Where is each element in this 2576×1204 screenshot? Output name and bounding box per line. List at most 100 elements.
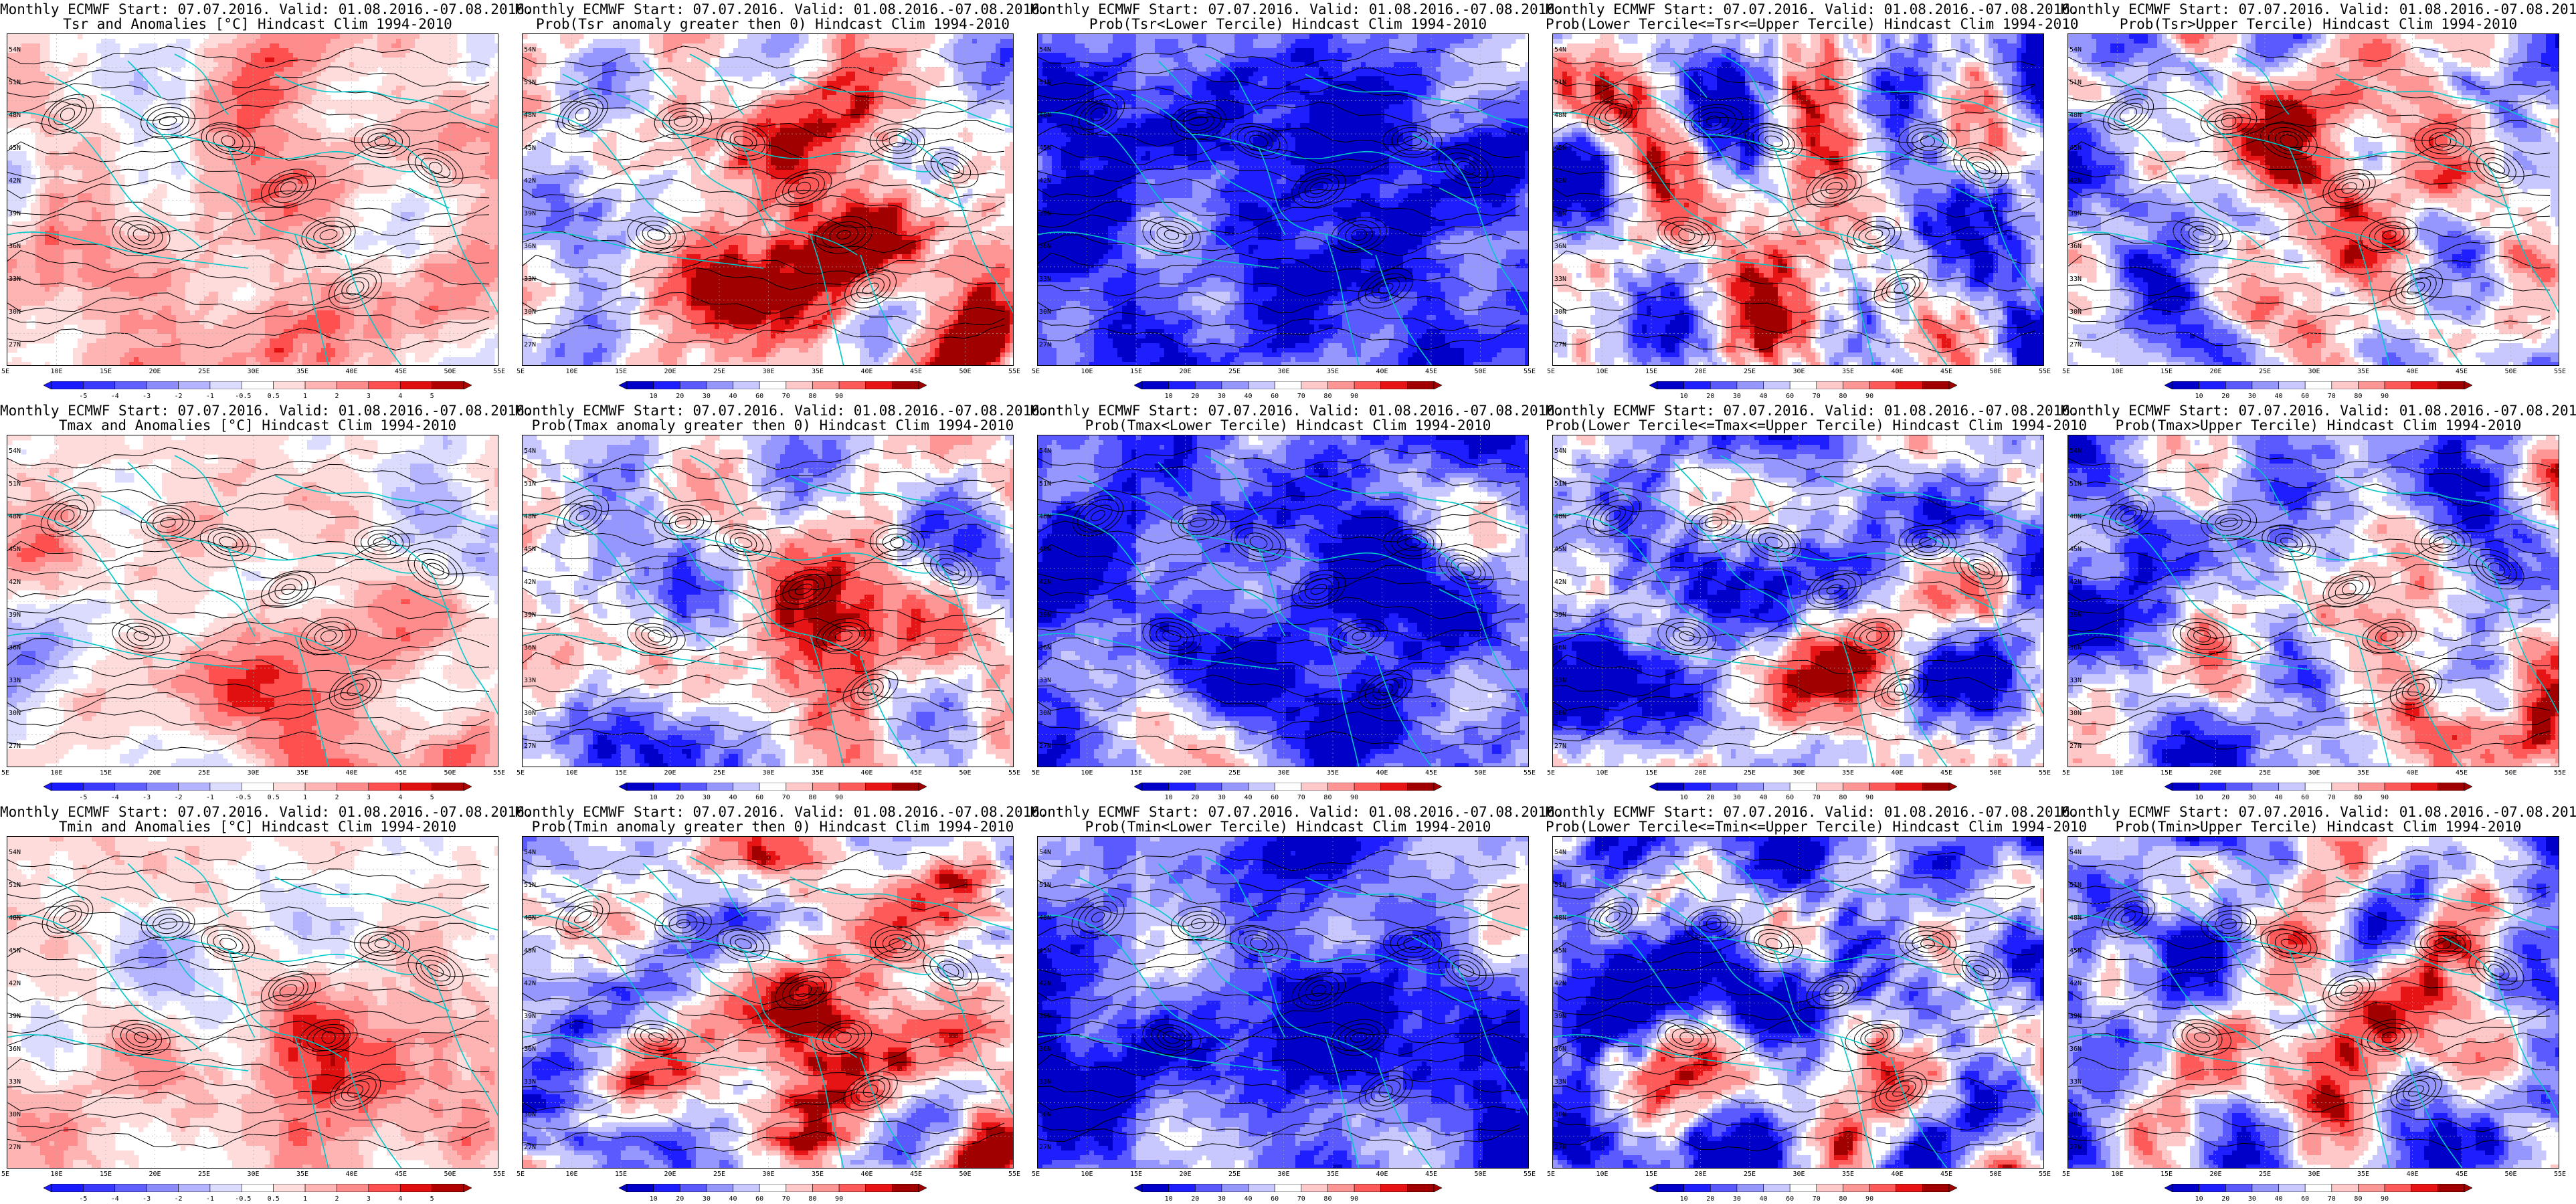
longitude-label: 30E: [2308, 1171, 2320, 1178]
longitude-label: 30E: [248, 368, 260, 375]
colorbar-tick-label: 10: [1677, 1195, 1691, 1203]
latitude-label: 42N: [1554, 177, 1569, 185]
latitude-label: 33N: [1039, 276, 1054, 283]
latitude-label: 45N: [2069, 947, 2084, 955]
colorbar-tick-label: -1: [203, 794, 217, 801]
longitude-label: 40E: [1376, 769, 1388, 777]
latitude-label: 48N: [9, 513, 23, 520]
longitude-label: 15E: [615, 769, 627, 777]
latitude-label: 51N: [2069, 480, 2084, 488]
latitude-label: 54N: [1039, 46, 1054, 54]
longitude-label: 45E: [1425, 368, 1437, 375]
latitude-label: 48N: [1039, 112, 1054, 119]
forecast-map: 54N 51N 48N 45N 42N 39N 36N 33N 30N 27N: [7, 33, 498, 366]
latitude-label: 33N: [2069, 276, 2084, 283]
longitude-label: 55E: [1524, 1171, 1536, 1178]
colorbar: [2165, 783, 2472, 791]
colorbar: [1134, 1184, 1442, 1192]
colorbar-tick-label: 60: [1268, 393, 1281, 400]
panel-title-line2: Prob(Tsr anomaly greater then 0) Hindcas…: [515, 16, 1030, 32]
latitude-label: 39N: [1039, 611, 1054, 619]
colorbar-tick-label: -5: [76, 1195, 90, 1203]
forecast-panel: Monthly ECMWF Start: 07.07.2016. Valid: …: [2061, 803, 2576, 1204]
longitude-label: 20E: [149, 1171, 161, 1178]
latitude-label: 33N: [9, 1078, 23, 1086]
longitude-label: 55E: [493, 1171, 505, 1178]
colorbar-tick-label: 5: [426, 1195, 439, 1203]
latitude-label: 48N: [9, 112, 23, 119]
longitude-label: 50E: [1990, 1171, 2002, 1178]
latitude-label: 39N: [2069, 611, 2084, 619]
forecast-map: 54N 51N 48N 45N 42N 39N 36N 33N 30N 27N: [522, 435, 1014, 767]
colorbar-tick-label: -4: [108, 1195, 122, 1203]
latitude-label: 42N: [1039, 579, 1054, 586]
latitude-label: 45N: [1039, 546, 1054, 553]
longitude-label: 5E: [517, 368, 525, 375]
panel-title-line1: Monthly ECMWF Start: 07.07.2016. Valid: …: [1030, 804, 1546, 820]
panel-title-line1: Monthly ECMWF Start: 07.07.2016. Valid: …: [2061, 403, 2576, 419]
forecast-map: 54N 51N 48N 45N 42N 39N 36N 33N 30N 27N: [522, 836, 1014, 1169]
longitude-label: 45E: [2456, 769, 2468, 777]
longitude-label: 25E: [2259, 769, 2271, 777]
colorbar: [1649, 381, 1957, 389]
panel-title-line2: Prob(Lower Tercile<=Tsr<=Upper Tercile) …: [1546, 16, 2061, 32]
colorbar-tick-label: -4: [108, 794, 122, 801]
panel-title-line2: Prob(Tsr<Lower Tercile) Hindcast Clim 19…: [1030, 16, 1546, 32]
colorbar-tick-label: -0.5: [235, 393, 248, 400]
latitude-label: 51N: [9, 79, 23, 86]
colorbar-tick-label: 1: [298, 393, 312, 400]
panel-title-line1: Monthly ECMWF Start: 07.07.2016. Valid: …: [0, 403, 515, 419]
colorbar-tick-label: 70: [1810, 794, 1823, 801]
colorbar-tick-label: 40: [727, 794, 740, 801]
colorbar-tick-label: 80: [1321, 393, 1334, 400]
colorbar: [1134, 381, 1442, 389]
latitude-label: 42N: [9, 579, 23, 586]
latitude-label: 27N: [9, 341, 23, 348]
colorbar-tick-label: 40: [1757, 794, 1770, 801]
latitude-label: 36N: [1039, 644, 1054, 651]
panel-title-line1: Monthly ECMWF Start: 07.07.2016. Valid: …: [515, 804, 1030, 820]
longitude-label: 20E: [664, 368, 676, 375]
forecast-panel: Monthly ECMWF Start: 07.07.2016. Valid: …: [1030, 401, 1546, 803]
latitude-label: 45N: [524, 546, 539, 553]
longitude-label: 20E: [2210, 769, 2222, 777]
longitude-label: 25E: [198, 368, 210, 375]
panel-title-line2: Prob(Tmin<Lower Tercile) Hindcast Clim 1…: [1030, 819, 1546, 835]
longitude-label: 20E: [1695, 769, 1707, 777]
colorbar-tick-label: 20: [2219, 794, 2232, 801]
panel-title-line1: Monthly ECMWF Start: 07.07.2016. Valid: …: [0, 1, 515, 17]
longitude-label: 45E: [1940, 1171, 1952, 1178]
longitude-label: 30E: [248, 1171, 260, 1178]
latitude-label: 39N: [2069, 210, 2084, 217]
latitude-label: 42N: [1039, 177, 1054, 185]
colorbar: [1649, 783, 1957, 791]
map-field-svg: [7, 34, 498, 366]
colorbar-tick-label: 40: [2272, 393, 2286, 400]
panel-title-line1: Monthly ECMWF Start: 07.07.2016. Valid: …: [1030, 403, 1546, 419]
map-field-svg: [1553, 435, 2044, 767]
longitude-label: 40E: [1376, 368, 1388, 375]
latitude-label: 51N: [1554, 882, 1569, 889]
latitude-label: 33N: [2069, 1078, 2084, 1086]
longitude-label: 20E: [1695, 368, 1707, 375]
latitude-label: 27N: [9, 742, 23, 750]
longitude-label: 50E: [959, 769, 972, 777]
latitude-label: 54N: [2069, 447, 2084, 455]
longitude-label: 5E: [1547, 769, 1555, 777]
forecast-map: 54N 51N 48N 45N 42N 39N 36N 33N 30N 27N: [1552, 33, 2044, 366]
longitude-label: 40E: [861, 769, 873, 777]
latitude-label: 33N: [524, 677, 539, 684]
forecast-map: 54N 51N 48N 45N 42N 39N 36N 33N 30N 27N: [1037, 836, 1529, 1169]
latitude-label: 30N: [9, 710, 23, 717]
latitude-label: 54N: [9, 447, 23, 455]
longitude-label: 30E: [248, 769, 260, 777]
latitude-label: 36N: [9, 644, 23, 651]
colorbar-tick-label: -2: [172, 794, 185, 801]
colorbar-tick-label: 30: [700, 1195, 713, 1203]
latitude-label: 33N: [1039, 677, 1054, 684]
longitude-label: 55E: [1524, 769, 1536, 777]
longitude-label: 30E: [1793, 769, 1805, 777]
forecast-panel: Monthly ECMWF Start: 07.07.2016. Valid: …: [1030, 803, 1546, 1204]
colorbar-tick-label: 40: [1242, 393, 1255, 400]
longitude-label: 55E: [2039, 1171, 2051, 1178]
